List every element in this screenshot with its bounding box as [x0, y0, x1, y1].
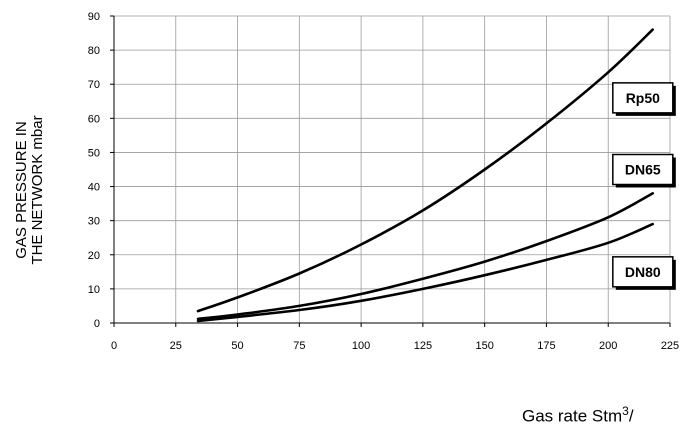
y-axis-label-line-2: THE NETWORK mbar — [29, 115, 46, 265]
x-tick-label-75: 75 — [293, 340, 305, 352]
label-text-rp50: Rp50 — [626, 90, 660, 106]
y-tick-label-30: 30 — [88, 216, 100, 228]
y-tick-label-50: 50 — [88, 147, 100, 159]
label-box-rp50 — [612, 82, 674, 114]
series-line-dn65 — [196, 192, 654, 321]
x-tick-label-225: 225 — [661, 340, 679, 352]
x-axis-label-text: Gas rate Stm — [522, 406, 623, 426]
x-axis-label-tail: / — [628, 406, 634, 426]
x-tick-label-50: 50 — [231, 340, 243, 352]
series-line-dn80 — [196, 222, 654, 323]
plot-area — [114, 16, 670, 323]
y-axis-label: GAS PRESSURE IN THE NETWORK mbar — [8, 60, 52, 320]
x-axis-label: Gas rate Stm3/ — [522, 404, 634, 427]
x-tick-label-200: 200 — [599, 340, 617, 352]
y-tick-label-90: 90 — [88, 11, 100, 23]
label-text-dn80: DN80 — [625, 264, 661, 280]
y-tick-label-80: 80 — [88, 45, 100, 57]
y-tick-label-0: 0 — [94, 318, 100, 330]
y-tick-label-60: 60 — [88, 113, 100, 125]
x-tick-label-125: 125 — [414, 340, 432, 352]
y-tick-label-40: 40 — [88, 182, 100, 194]
y-tick-label-10: 10 — [88, 284, 100, 296]
x-tick-label-100: 100 — [352, 340, 370, 352]
x-tick-label-25: 25 — [170, 340, 182, 352]
y-tick-label-70: 70 — [88, 79, 100, 91]
label-box-dn65 — [612, 153, 674, 186]
x-tick-label-150: 150 — [475, 340, 493, 352]
x-tick-label-0: 0 — [111, 340, 117, 352]
y-tick-label-20: 20 — [88, 250, 100, 262]
label-box-dn80 — [612, 256, 674, 288]
series-line-rp50 — [196, 28, 654, 313]
x-axis-label-superscript: 3 — [622, 404, 629, 418]
y-axis-label-line-1: GAS PRESSURE IN — [13, 121, 30, 259]
x-tick-label-175: 175 — [537, 340, 555, 352]
label-text-dn65: DN65 — [625, 162, 661, 178]
